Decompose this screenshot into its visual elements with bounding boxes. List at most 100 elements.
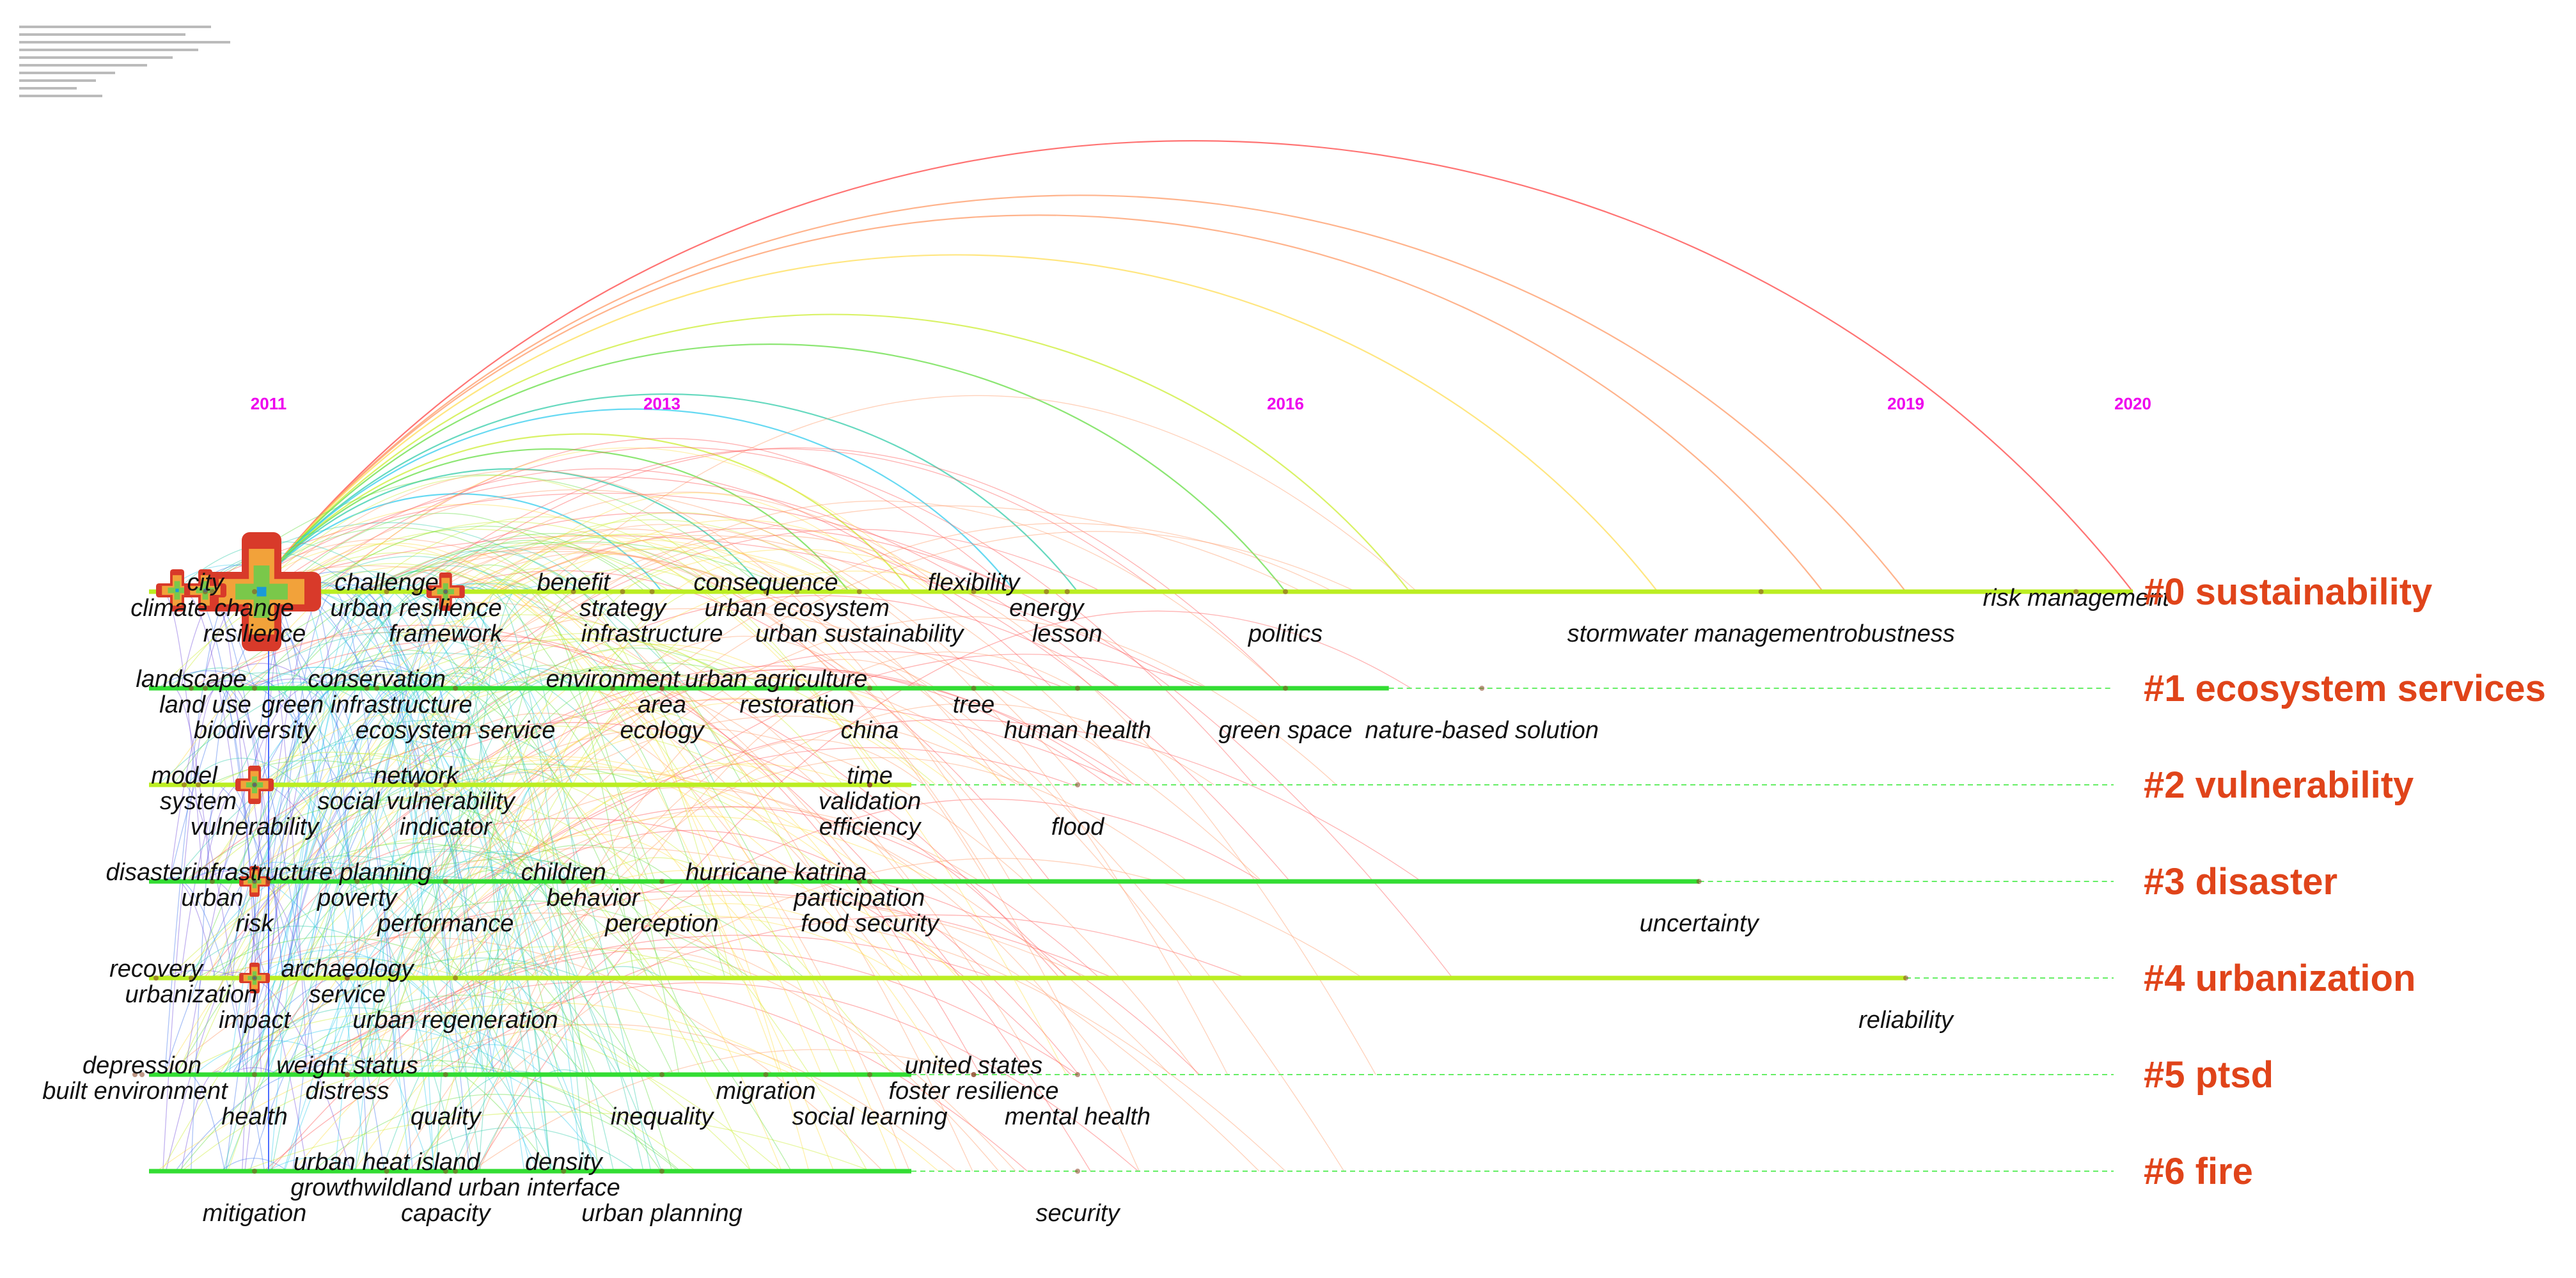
link-arc — [418, 681, 536, 882]
keyword-label[interactable]: vulnerability — [191, 814, 320, 840]
keyword-label[interactable]: recovery — [109, 956, 204, 982]
keyword-label[interactable]: indicator — [400, 814, 492, 840]
keyword-label[interactable]: participation — [793, 885, 925, 911]
keyword-label[interactable]: lesson — [1032, 620, 1103, 647]
keyword-label[interactable]: politics — [1248, 620, 1323, 647]
link-arc — [223, 538, 973, 1172]
link-arc — [254, 408, 1016, 592]
keyword-label[interactable]: perception — [604, 910, 718, 937]
keyword-label[interactable]: inequality — [611, 1103, 715, 1130]
link-arc — [431, 756, 835, 1172]
keyword-label[interactable]: urban planning — [581, 1200, 742, 1227]
keyword-node-dot — [1479, 686, 1485, 691]
cluster-label[interactable]: #1 ecosystem services — [2144, 668, 2546, 709]
link-arc — [238, 784, 299, 1075]
keyword-label[interactable]: validation — [819, 788, 922, 815]
keyword-label[interactable]: conservation — [308, 666, 445, 693]
keyword-label[interactable]: disasterinfrastructure planning — [106, 859, 431, 886]
keyword-label[interactable]: urban sustainability — [755, 620, 964, 647]
keyword-label[interactable]: restoration — [739, 691, 854, 718]
keyword-label[interactable]: infrastructure — [581, 620, 723, 647]
cluster-label[interactable]: #2 vulnerability — [2144, 764, 2414, 806]
keyword-label[interactable]: climate change — [130, 595, 294, 622]
keyword-label[interactable]: density — [525, 1149, 603, 1176]
keyword-label[interactable]: biodiversity — [194, 717, 317, 744]
keyword-label[interactable]: archaeology — [281, 956, 414, 982]
link-arc — [242, 602, 1041, 1075]
keyword-label[interactable]: time — [847, 762, 893, 789]
keyword-label[interactable]: energy — [1009, 595, 1085, 622]
cluster-label[interactable]: #6 fire — [2144, 1151, 2253, 1192]
keyword-label[interactable]: reliability — [1858, 1007, 1954, 1034]
keyword-label[interactable]: foster resilience — [888, 1078, 1058, 1105]
keyword-label[interactable]: social learning — [792, 1103, 948, 1130]
keyword-label[interactable]: urban — [181, 885, 243, 911]
keyword-label[interactable]: challenge — [334, 569, 439, 596]
keyword-label[interactable]: social vulnerability — [317, 788, 515, 815]
keyword-label[interactable]: risk management — [1983, 585, 2171, 611]
keyword-label[interactable]: model — [151, 762, 218, 789]
cluster-label[interactable]: #4 urbanization — [2144, 958, 2415, 999]
keyword-label[interactable]: capacity — [401, 1200, 491, 1227]
keyword-label[interactable]: quality — [411, 1103, 482, 1130]
cluster-label[interactable]: #3 disaster — [2144, 861, 2337, 903]
keyword-label[interactable]: service — [309, 981, 386, 1008]
keyword-label[interactable]: china — [841, 717, 899, 744]
keyword-label[interactable]: uncertainty — [1640, 910, 1760, 937]
keyword-label[interactable]: impact — [219, 1007, 291, 1034]
keyword-label[interactable]: health — [221, 1103, 288, 1130]
link-arc — [388, 584, 573, 785]
cluster-label[interactable]: #5 ptsd — [2144, 1054, 2274, 1096]
keyword-label[interactable]: stormwater managementrobustness — [1567, 620, 1955, 647]
keyword-label[interactable]: nature-based solution — [1365, 717, 1598, 744]
keyword-label[interactable]: performance — [377, 910, 514, 937]
keyword-label[interactable]: children — [521, 859, 606, 886]
keyword-label[interactable]: food security — [801, 910, 939, 937]
keyword-label[interactable]: urban ecosystem — [705, 595, 890, 622]
keyword-label[interactable]: depression — [82, 1052, 201, 1079]
keyword-label[interactable]: security — [1036, 1200, 1121, 1227]
keyword-label[interactable]: system — [160, 788, 237, 815]
keyword-label[interactable]: city — [187, 569, 225, 596]
keyword-label[interactable]: urban agriculture — [685, 666, 867, 693]
keyword-label[interactable]: weight status — [276, 1052, 418, 1079]
keyword-label[interactable]: hurricane katrina — [686, 859, 867, 886]
keyword-label[interactable]: urban regeneration — [353, 1007, 558, 1034]
keyword-label[interactable]: resilience — [203, 620, 306, 647]
keyword-label[interactable]: mental health — [1005, 1103, 1151, 1130]
keyword-label[interactable]: human health — [1004, 717, 1151, 744]
keyword-label[interactable]: growthwildland urban interface — [290, 1174, 620, 1201]
keyword-label[interactable]: landscape — [136, 666, 246, 693]
keyword-label[interactable]: efficiency — [819, 814, 922, 840]
keyword-node-dot — [252, 782, 257, 787]
keyword-label[interactable]: behavior — [546, 885, 640, 911]
keyword-label[interactable]: urban heat island — [294, 1149, 481, 1176]
keyword-label[interactable]: consequence — [693, 569, 838, 596]
keyword-label[interactable]: united states — [905, 1052, 1042, 1079]
keyword-label[interactable]: poverty — [317, 885, 398, 911]
keyword-label[interactable]: tree — [953, 691, 994, 718]
keyword-label[interactable]: framework — [389, 620, 503, 647]
keyword-label[interactable]: ecosystem service — [356, 717, 556, 744]
keyword-label[interactable]: area — [638, 691, 686, 718]
keyword-label[interactable]: network — [373, 762, 460, 789]
keyword-label[interactable]: built environment — [42, 1078, 228, 1105]
keyword-label[interactable]: urbanization — [125, 981, 257, 1008]
keyword-label[interactable]: green space — [1218, 717, 1352, 744]
keyword-label[interactable]: distress — [306, 1078, 389, 1105]
link-arc — [421, 447, 1283, 689]
keyword-label[interactable]: flexibility — [928, 569, 1021, 596]
keyword-label[interactable]: mitigation — [203, 1200, 307, 1227]
keyword-label[interactable]: green infrastructure — [262, 691, 473, 718]
keyword-label[interactable]: strategy — [579, 595, 667, 622]
keyword-label[interactable]: flood — [1051, 814, 1105, 840]
keyword-label[interactable]: benefit — [537, 569, 611, 596]
keyword-label[interactable]: ecology — [620, 717, 705, 744]
keyword-label[interactable]: migration — [716, 1078, 815, 1105]
link-arc — [223, 849, 527, 1075]
keyword-label[interactable]: risk — [235, 910, 274, 937]
cluster-label[interactable]: #0 sustainability — [2144, 571, 2432, 613]
keyword-label[interactable]: land use — [159, 691, 251, 718]
keyword-label[interactable]: urban resilience — [330, 595, 501, 622]
keyword-label[interactable]: environment — [546, 666, 681, 693]
